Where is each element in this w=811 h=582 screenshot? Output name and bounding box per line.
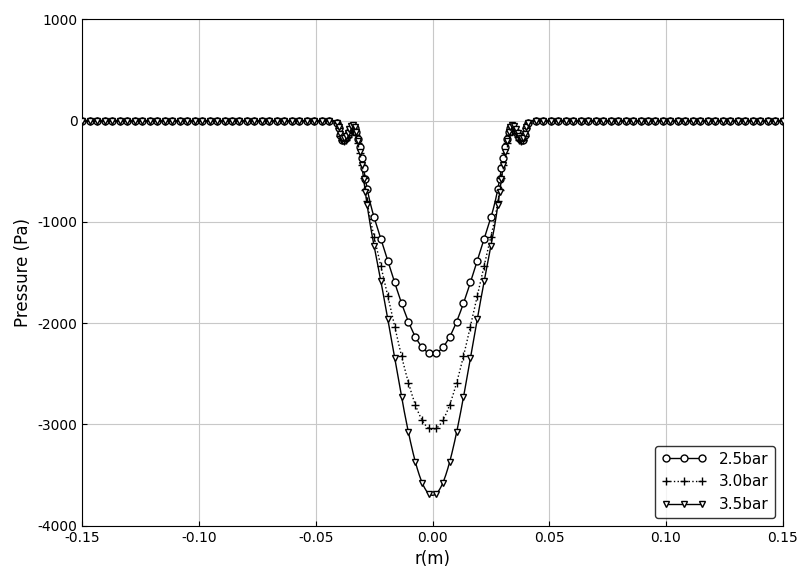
Legend: 2.5bar, 3.0bar, 3.5bar: 2.5bar, 3.0bar, 3.5bar xyxy=(654,446,775,518)
X-axis label: r(m): r(m) xyxy=(414,550,450,568)
Y-axis label: Pressure (Pa): Pressure (Pa) xyxy=(14,218,32,327)
